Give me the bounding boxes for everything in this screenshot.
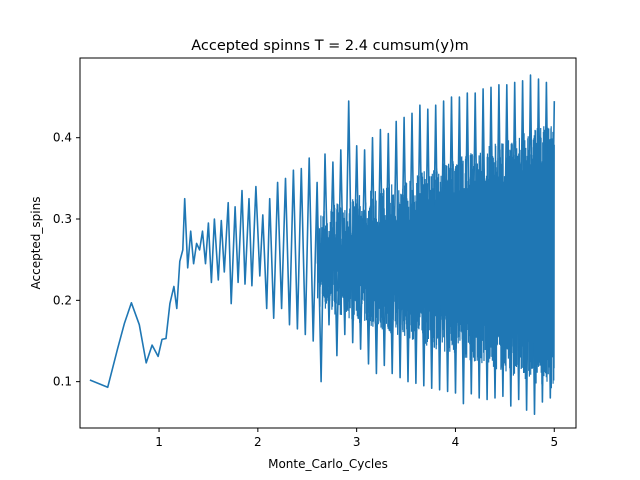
x-tick-label: 5 (550, 435, 558, 449)
y-tick-label: 0.2 (53, 293, 72, 307)
x-tick-label: 1 (155, 435, 163, 449)
y-axis-title: Accepted_spins (29, 197, 43, 290)
plot-frame (79, 57, 577, 429)
y-tick-label: 0.1 (53, 375, 72, 389)
x-tick-label: 3 (353, 435, 361, 449)
series-layer (89, 74, 556, 416)
y-tick-label: 0.4 (53, 131, 72, 145)
y-axis: 0.1 0.2 0.3 0.4 (53, 131, 80, 389)
x-axis: 1 2 3 4 5 (155, 428, 558, 449)
series-line (89, 74, 556, 416)
y-tick-label: 0.3 (53, 212, 72, 226)
dense-noise-layer (316, 126, 555, 389)
x-axis-title: Monte_Carlo_Cycles (268, 457, 388, 471)
chart-title: Accepted spinns T = 2.4 cumsum(y)m (191, 38, 469, 54)
x-tick-label: 2 (254, 435, 262, 449)
series-line-dense (316, 126, 555, 389)
x-tick-label: 4 (452, 435, 460, 449)
